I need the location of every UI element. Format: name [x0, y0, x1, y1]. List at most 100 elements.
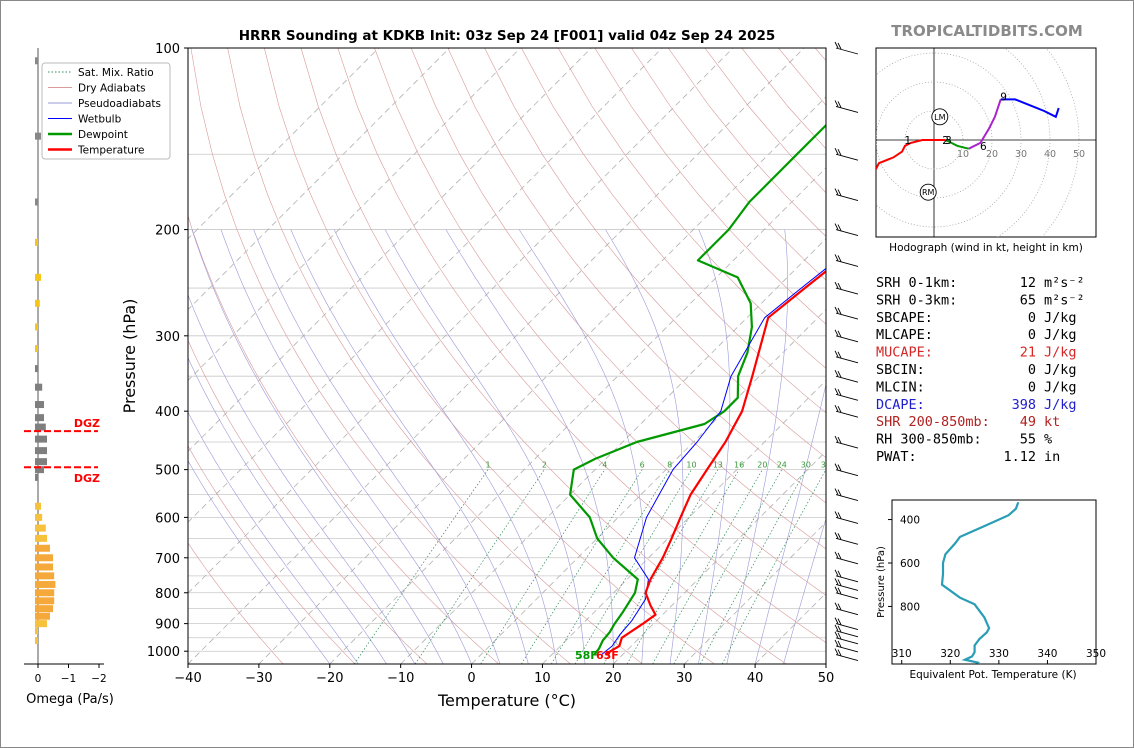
hodo-ring-label: 50	[1073, 149, 1085, 160]
omega-bar	[35, 458, 47, 466]
stat-label: SRH 0-1km:	[876, 275, 957, 291]
thetae-y-tick-label: 400	[900, 515, 920, 527]
wind-barbs	[834, 41, 859, 662]
mixing-ratio-line	[721, 469, 826, 664]
dgz-label: DGZ	[74, 417, 100, 430]
hodo-ring	[876, 52, 1022, 228]
chart-title: HRRR Sounding at KDKB Init: 03z Sep 24 […	[239, 28, 776, 44]
stat-label: SRH 0-3km:	[876, 292, 957, 308]
wind-barb	[834, 648, 859, 662]
x-tick-label: 20	[605, 671, 622, 686]
mixing-ratio-line	[550, 469, 670, 664]
stat-unit: J/kg	[1044, 310, 1077, 326]
isotherm	[258, 96, 826, 664]
legend-label: Wetbulb	[78, 114, 122, 126]
omega-bar	[35, 597, 55, 605]
pseudoadiabat	[445, 229, 614, 664]
mixing-ratio-label: 4	[602, 461, 607, 470]
hodo-height-label: 2	[942, 135, 949, 147]
mixing-ratio-label: 13	[713, 461, 723, 470]
thetae-frame	[891, 499, 1097, 665]
y-tick-label: 400	[155, 405, 180, 420]
sounding-stats: SRH 0-1km: 12 m²s⁻² SRH 0-3km: 65 m²s⁻² SBCAPE…	[876, 275, 1085, 465]
stat-unit: J/kg	[1044, 397, 1077, 413]
omega-bar	[35, 273, 41, 281]
mixing-ratio-label: 24	[777, 461, 787, 470]
stat-value: 0	[1028, 327, 1036, 343]
hodo-trace	[968, 99, 1002, 150]
stat-value: 21	[1020, 345, 1036, 361]
omega-bar	[35, 572, 55, 580]
isotherm	[329, 167, 826, 664]
temperature-line	[604, 269, 826, 656]
wind-barb	[834, 602, 859, 616]
hodo-lm-circle	[931, 108, 949, 126]
pseudoadiabat	[726, 229, 789, 664]
pseudoadiabat	[605, 229, 684, 664]
dry-adiabat	[188, 339, 428, 664]
brand-logo: TROPICALTIDBITS.COM	[891, 22, 1083, 40]
omega-bar	[35, 323, 38, 331]
pseudoadiabat	[188, 460, 331, 664]
dewpoint-line	[568, 123, 826, 656]
skewt-y-label: Pressure (hPa)	[120, 299, 139, 414]
x-tick-label: 10	[534, 671, 551, 686]
legend-label: Temperature	[77, 145, 145, 157]
omega-bar	[35, 435, 47, 443]
wind-barb	[834, 639, 859, 653]
omega-bar	[35, 466, 44, 474]
surface-dewpoint-label: 58F	[575, 649, 598, 662]
x-tick-label: −30	[245, 671, 272, 686]
mixing-ratio-line	[574, 469, 692, 664]
hodograph-plot: 10 20 30 40 50 LM RM 1 23 6 9	[876, 48, 1096, 237]
y-tick-label: 600	[155, 511, 180, 526]
omega-bar	[35, 502, 41, 510]
legend-label: Pseudoadiabats	[78, 98, 161, 110]
isotherm	[613, 450, 826, 664]
stat-value: 1.12	[1003, 449, 1036, 465]
omega-x-tick-label: −1	[61, 673, 76, 685]
thetae-x-tick-label: 340	[1037, 648, 1057, 660]
dry-adiabat	[188, 542, 284, 664]
wind-barb	[834, 624, 859, 638]
mixing-ratio-label: 1	[485, 461, 490, 470]
pseudoadiabat	[220, 229, 472, 664]
y-tick-label: 900	[155, 618, 180, 633]
hodo-trace	[945, 139, 970, 150]
hodo-height-label: 6	[980, 141, 987, 153]
mixing-ratio-label: 8	[667, 461, 672, 470]
thetae-x-tick-label: 350	[1086, 648, 1106, 660]
hodograph-caption: Hodograph (wind in kt, height in km)	[889, 242, 1083, 254]
skewt-profiles	[568, 123, 826, 656]
stat-value: 12	[1020, 275, 1036, 291]
wind-barb	[834, 532, 859, 545]
omega-bar	[35, 401, 44, 409]
isotherm	[188, 48, 450, 311]
mixing-ratio-label: 10	[686, 461, 696, 470]
mixing-ratio-line	[480, 469, 606, 664]
dry-adiabat	[190, 48, 571, 664]
wind-barb	[834, 41, 859, 55]
thetae-x-label: Equivalent Pot. Temperature (K)	[909, 669, 1076, 681]
hodo-height-label: 1	[905, 135, 912, 147]
stat-label: SBCAPE:	[876, 310, 933, 326]
pseudoadiabat	[754, 383, 826, 664]
wind-barb	[834, 369, 859, 383]
stat-label: SBCIN:	[876, 362, 925, 378]
wind-barb	[834, 350, 859, 364]
skewt-axes: −40 −30 −20 −10 0 10 20 30 40 50 100 200 300 400 500 60…	[147, 42, 834, 686]
isotherm	[188, 48, 521, 382]
pseudoadiabat	[783, 517, 826, 664]
hodo-ring-label: 40	[1044, 149, 1056, 160]
omega-panel: 0 −1 −2 DGZ DGZ	[24, 48, 107, 685]
hodo-ring-label: 10	[957, 149, 969, 160]
stat-unit: m²s⁻²	[1044, 275, 1085, 291]
isotherm	[683, 521, 826, 664]
stat-unit: %	[1044, 432, 1052, 448]
hodo-ring	[996, 48, 1051, 237]
pseudoadiabat	[333, 229, 557, 664]
omega-bar	[35, 447, 47, 455]
x-tick-label: 30	[676, 671, 693, 686]
omega-bar	[35, 605, 53, 613]
stat-unit: m²s⁻²	[1044, 292, 1085, 308]
